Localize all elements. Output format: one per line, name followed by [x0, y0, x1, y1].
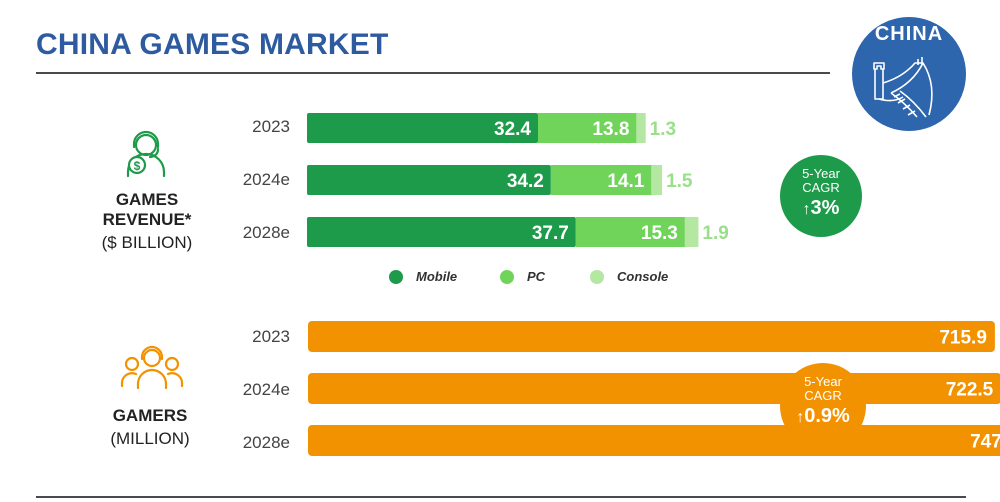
up-arrow-icon: ↑	[796, 409, 805, 426]
revenue-value-label: 15.3	[641, 223, 678, 244]
gamers-bar	[308, 425, 1000, 456]
gamer-headset-icon: $	[126, 130, 166, 178]
gamers-value-label: 715.9	[939, 328, 987, 349]
revenue-bar-console	[636, 113, 646, 143]
revenue-value-label: 13.8	[592, 119, 629, 140]
cagr-gamers-line1: 5-Year	[804, 374, 842, 389]
gamers-label-main: GAMERS	[112, 406, 188, 425]
legend-pc-label: PC	[527, 269, 546, 284]
gamers-label-sub: (MILLION)	[110, 429, 190, 448]
revenue-bar-console	[651, 165, 663, 195]
china-badge: CHINA	[852, 17, 966, 131]
revenue-value-label: 14.1	[607, 171, 644, 192]
gamers-group-icon	[120, 345, 184, 390]
up-arrow-icon: ↑	[802, 201, 811, 218]
cagr-revenue-line2: CAGR	[802, 180, 840, 195]
revenue-year-label: 2028e	[242, 223, 290, 242]
revenue-label-main: GAMES REVENUE*	[102, 190, 192, 229]
cagr-gamers-badge: 5-Year CAGR ↑0.9%	[780, 363, 866, 449]
cagr-gamers-value-wrap: ↑0.9%	[780, 405, 866, 428]
bottom-divider	[36, 496, 966, 498]
revenue-value-label: 1.9	[702, 223, 728, 244]
page-title: CHINA GAMES MARKET	[36, 28, 389, 61]
revenue-bar-mobile	[307, 217, 576, 247]
cagr-revenue-line1: 5-Year	[802, 166, 840, 181]
revenue-bar-mobile	[307, 113, 539, 143]
gamers-year-label: 2028e	[242, 433, 290, 452]
revenue-bar-pc	[550, 165, 652, 195]
cagr-revenue-badge: 5-Year CAGR ↑3%	[780, 155, 862, 237]
gamers-value-label: 747.9	[970, 432, 1000, 453]
svg-text:$: $	[134, 159, 141, 173]
gamers-section-label: GAMERS (MILLION)	[90, 406, 210, 449]
gamers-bar	[308, 321, 995, 352]
china-badge-label: CHINA	[874, 23, 944, 45]
revenue-bar-pc	[575, 217, 685, 247]
great-wall-icon	[873, 57, 933, 118]
cagr-revenue-value: 3%	[810, 197, 840, 219]
revenue-value-label: 37.7	[532, 223, 569, 244]
legend-mobile-label: Mobile	[416, 269, 458, 284]
revenue-year-label: 2023	[252, 117, 290, 136]
cagr-gamers-line2: CAGR	[804, 388, 842, 403]
revenue-value-label: 32.4	[494, 119, 531, 140]
revenue-label-sub: ($ BILLION)	[101, 233, 193, 252]
gamers-year-label: 2023	[252, 327, 290, 346]
title-divider	[36, 72, 830, 74]
revenue-section-label: GAMES REVENUE* ($ BILLION)	[72, 190, 222, 253]
legend-console-label: Console	[617, 269, 669, 284]
gamers-value-label: 722.5	[946, 380, 994, 401]
revenue-year-label: 2024e	[242, 170, 290, 189]
revenue-value-label: 34.2	[507, 171, 544, 192]
gamers-bar	[308, 373, 1000, 404]
revenue-bar-mobile	[307, 165, 551, 195]
cagr-gamers-value: 0.9%	[804, 405, 850, 427]
gamers-year-label: 2024e	[242, 380, 290, 399]
legend-pc-swatch	[500, 270, 514, 284]
revenue-bar-pc	[538, 113, 637, 143]
legend-mobile-swatch	[389, 270, 403, 284]
revenue-value-label: 1.5	[666, 171, 693, 192]
revenue-bar-console	[684, 217, 699, 247]
cagr-revenue-value-wrap: ↑3%	[780, 197, 862, 220]
legend-console-swatch	[590, 270, 604, 284]
revenue-value-label: 1.3	[650, 119, 676, 140]
